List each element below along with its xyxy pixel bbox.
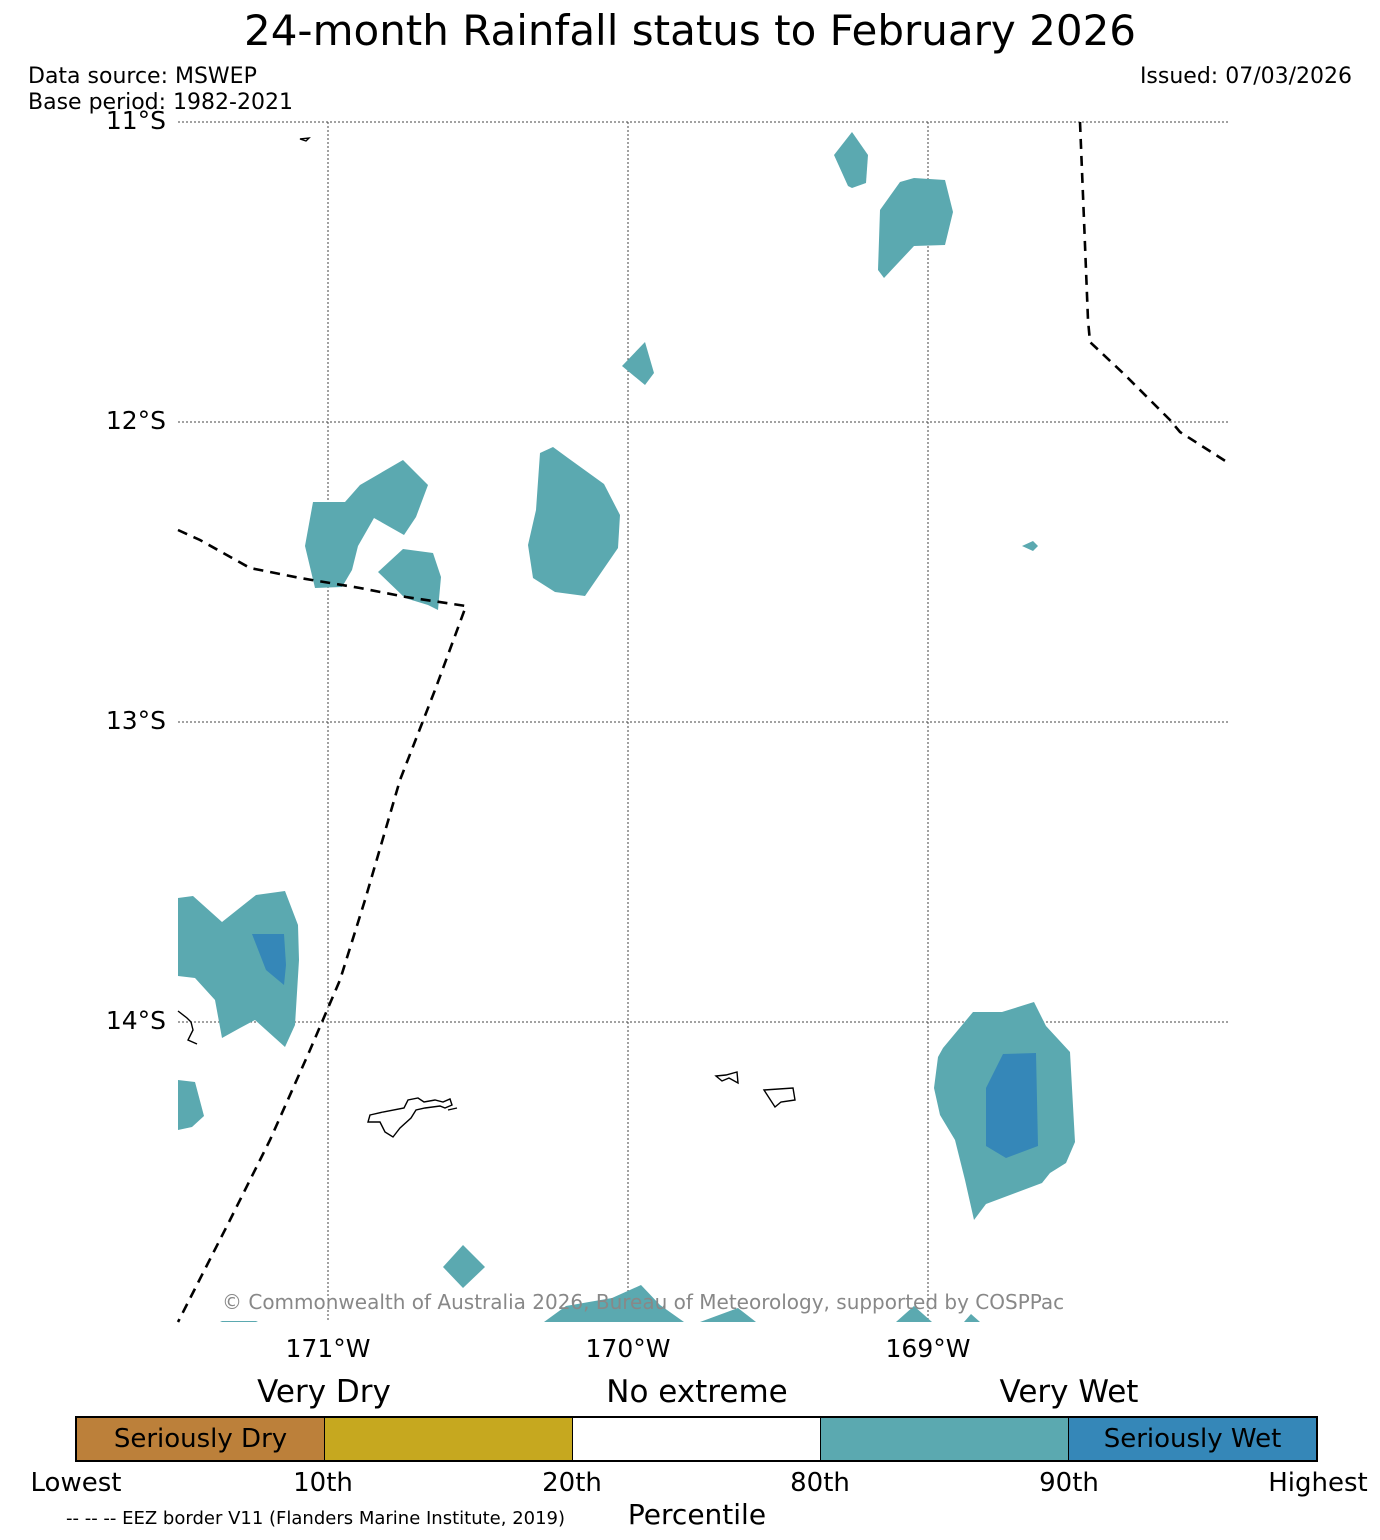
- graticule: [178, 121, 1230, 1322]
- wet-region: [178, 891, 299, 1047]
- percentile-tick-lowest: Lowest: [30, 1468, 122, 1498]
- wet-region: [305, 460, 428, 588]
- wet-region: [220, 1321, 258, 1322]
- wet-region: [834, 132, 868, 188]
- lon-label-170w: 170°W: [585, 1334, 671, 1363]
- percentile-tick-20th: 20th: [542, 1468, 602, 1498]
- lat-label-13s: 13°S: [105, 706, 166, 735]
- eez-border: [1078, 121, 1231, 466]
- legend-category-no-extreme: No extreme: [606, 1374, 788, 1410]
- wet-region: [622, 342, 654, 385]
- copyright-text: © Commonwealth of Australia 2026, Bureau…: [222, 1290, 1065, 1314]
- percentile-tick-90th: 90th: [1039, 1468, 1099, 1498]
- percentile-tick-10th: 10th: [293, 1468, 353, 1498]
- legend-category-very-dry: Very Dry: [257, 1374, 391, 1410]
- wet-region: [964, 1314, 980, 1322]
- lon-label-169w: 169°W: [885, 1334, 971, 1363]
- island-outline: [367, 1097, 453, 1138]
- base-period-text: Base period: 1982-2021: [28, 90, 293, 115]
- legend-category-very-wet: Very Wet: [999, 1374, 1139, 1410]
- wet-region: [896, 1306, 932, 1322]
- colorbar-segment-very-wet: [821, 1418, 1069, 1460]
- colorbar-segment-seriously-wet: Seriously Wet: [1069, 1418, 1316, 1460]
- wet-region: [1022, 541, 1038, 551]
- island-outline: [714, 1071, 739, 1085]
- seriously-wet-region: [252, 934, 286, 985]
- island-outline: [762, 1087, 796, 1109]
- percentile-tick-highest: Highest: [1268, 1468, 1368, 1498]
- lon-label-171w: 171°W: [285, 1334, 371, 1363]
- percentile-axis-title: Percentile: [627, 1498, 767, 1531]
- wet-region: [544, 1285, 684, 1322]
- wet-region: [878, 178, 953, 278]
- wet-region: [178, 1080, 204, 1130]
- data-source-text: Data source: MSWEP: [28, 64, 257, 89]
- map-title: 24-month Rainfall status to February 202…: [243, 6, 1137, 55]
- island-outline: [177, 1010, 198, 1045]
- percentile-tick-80th: 80th: [790, 1468, 850, 1498]
- colorbar-segment-very-dry: [325, 1418, 573, 1460]
- island-outline: [447, 1107, 458, 1111]
- colorbar-segment-no-extreme: [573, 1418, 821, 1460]
- issued-date-text: Issued: 07/03/2026: [1139, 64, 1352, 89]
- eez-border-note: -- -- -- EEZ border V11 (Flanders Marine…: [66, 1508, 566, 1529]
- eez-border: [176, 528, 468, 1323]
- island-outline: [299, 137, 311, 142]
- wet-region: [700, 1308, 756, 1322]
- colorbar-segment-seriously-dry: Seriously Dry: [77, 1418, 325, 1460]
- wet-region: [378, 549, 441, 610]
- lat-label-12s: 12°S: [105, 406, 166, 435]
- wet-region: [443, 1245, 485, 1288]
- lat-label-14s: 14°S: [105, 1006, 166, 1035]
- wet-region: [528, 447, 620, 596]
- lat-label-11s: 11°S: [105, 106, 166, 135]
- percentile-colorbar: Seriously Dry Seriously Wet: [75, 1416, 1318, 1462]
- seriously-wet-region: [986, 1053, 1038, 1158]
